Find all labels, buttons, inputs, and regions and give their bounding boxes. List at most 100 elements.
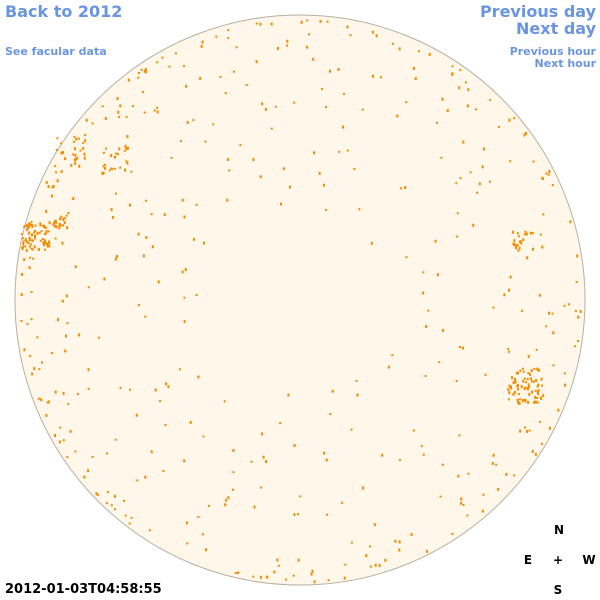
facula <box>467 88 470 92</box>
next-day-link[interactable]: Next day <box>516 19 596 38</box>
facula <box>252 158 255 162</box>
facula <box>38 231 41 234</box>
facula <box>56 149 58 151</box>
facula <box>356 393 359 397</box>
facula <box>526 387 529 390</box>
facula <box>569 220 572 224</box>
facula <box>195 294 198 297</box>
facula <box>23 225 26 228</box>
facular-data-link[interactable]: See facular data <box>5 45 107 58</box>
facula <box>530 369 533 373</box>
facula <box>350 541 353 544</box>
facula <box>287 393 290 397</box>
facula <box>150 450 153 454</box>
facula <box>26 227 29 230</box>
facula <box>219 76 222 78</box>
facula <box>378 564 381 568</box>
facula <box>370 565 372 568</box>
previous-hour-link[interactable]: Previous hour <box>509 45 596 58</box>
facula <box>420 445 423 448</box>
facula <box>27 242 30 245</box>
facula <box>40 230 43 233</box>
facula <box>552 364 555 367</box>
facula <box>136 479 139 482</box>
facula <box>53 220 56 223</box>
facula <box>531 380 534 383</box>
facula <box>232 488 234 491</box>
facula <box>78 164 81 168</box>
facula <box>529 372 531 376</box>
facula <box>131 105 134 108</box>
facula <box>505 472 508 476</box>
facula <box>534 395 537 399</box>
facula <box>327 579 330 582</box>
facula <box>28 266 31 270</box>
facula <box>536 367 539 371</box>
facula <box>503 293 506 297</box>
facula <box>105 147 107 150</box>
facula <box>186 120 189 124</box>
facula <box>537 389 540 392</box>
facula <box>21 233 24 236</box>
facula <box>150 213 153 216</box>
facula <box>527 400 530 404</box>
facula <box>537 392 540 396</box>
facula <box>398 540 401 544</box>
facula <box>55 225 58 229</box>
facula <box>125 115 128 118</box>
facula <box>547 173 550 176</box>
next-hour-link[interactable]: Next hour <box>534 57 597 70</box>
facula <box>143 69 146 73</box>
facula <box>48 241 51 245</box>
facula <box>28 238 31 242</box>
facula <box>399 458 401 461</box>
facula <box>563 383 566 387</box>
facula <box>201 40 204 44</box>
previous-day-link[interactable]: Previous day <box>479 2 596 21</box>
facula <box>62 439 65 442</box>
facula <box>97 493 100 496</box>
facula <box>253 505 256 509</box>
facula <box>519 369 522 372</box>
facula <box>102 171 105 174</box>
facula <box>95 492 98 496</box>
facula <box>29 245 31 248</box>
compass-west: W <box>582 553 596 567</box>
facula <box>498 125 500 128</box>
facula <box>481 509 484 513</box>
facula <box>516 398 519 402</box>
facula <box>422 271 425 274</box>
facula <box>261 432 264 436</box>
facula <box>64 217 67 220</box>
facula <box>458 434 461 437</box>
facula <box>29 354 32 357</box>
facula <box>116 97 119 101</box>
facula <box>119 104 122 108</box>
facula <box>440 156 443 159</box>
facula <box>518 240 521 243</box>
facula <box>87 286 90 289</box>
facula <box>44 248 46 251</box>
facula <box>156 106 159 109</box>
facula <box>42 241 45 245</box>
facula <box>270 127 273 130</box>
facula <box>29 256 32 259</box>
facula <box>461 346 464 350</box>
back-year-link[interactable]: Back to 2012 <box>5 2 123 21</box>
facula <box>536 401 539 404</box>
facula <box>507 388 510 392</box>
facula <box>534 400 537 404</box>
facula <box>237 571 240 574</box>
facula <box>74 265 77 269</box>
facula <box>252 575 255 578</box>
facula <box>82 146 85 150</box>
facula <box>297 513 299 516</box>
facula <box>124 149 127 152</box>
facula <box>523 233 526 236</box>
facula <box>73 158 76 162</box>
facula <box>469 171 472 174</box>
facula <box>186 542 189 545</box>
facula <box>115 192 117 195</box>
facula <box>21 247 24 251</box>
facula <box>455 182 458 185</box>
